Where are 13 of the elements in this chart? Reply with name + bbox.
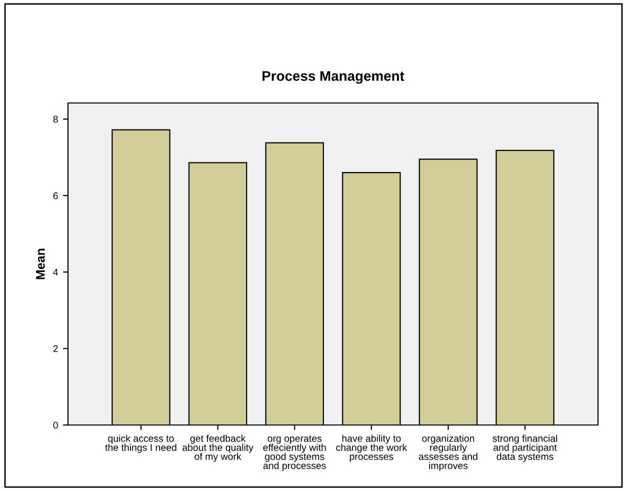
x-tick-label: organization regularly assesses and improves — [418, 434, 478, 471]
y-tick-label: 2 — [53, 345, 58, 352]
y-tick-label: 4 — [53, 268, 58, 276]
chart-title: Process Management — [262, 71, 404, 84]
y-axis-title: Mean — [36, 248, 45, 280]
x-tick-label: quick access to the things I need — [105, 434, 176, 453]
x-tick-label: have ability to change the work processes — [336, 434, 408, 462]
y-tick-label: 0 — [53, 422, 58, 429]
x-tick-label: strong financial and participant data systems — [492, 434, 558, 462]
x-tick-label: org operates effeciently with good systems and processes — [263, 435, 326, 471]
x-tick-label: get feedback about the quality of my work — [182, 434, 254, 462]
y-tick-label: 6 — [53, 192, 58, 200]
y-tick-label: 8 — [53, 116, 58, 123]
